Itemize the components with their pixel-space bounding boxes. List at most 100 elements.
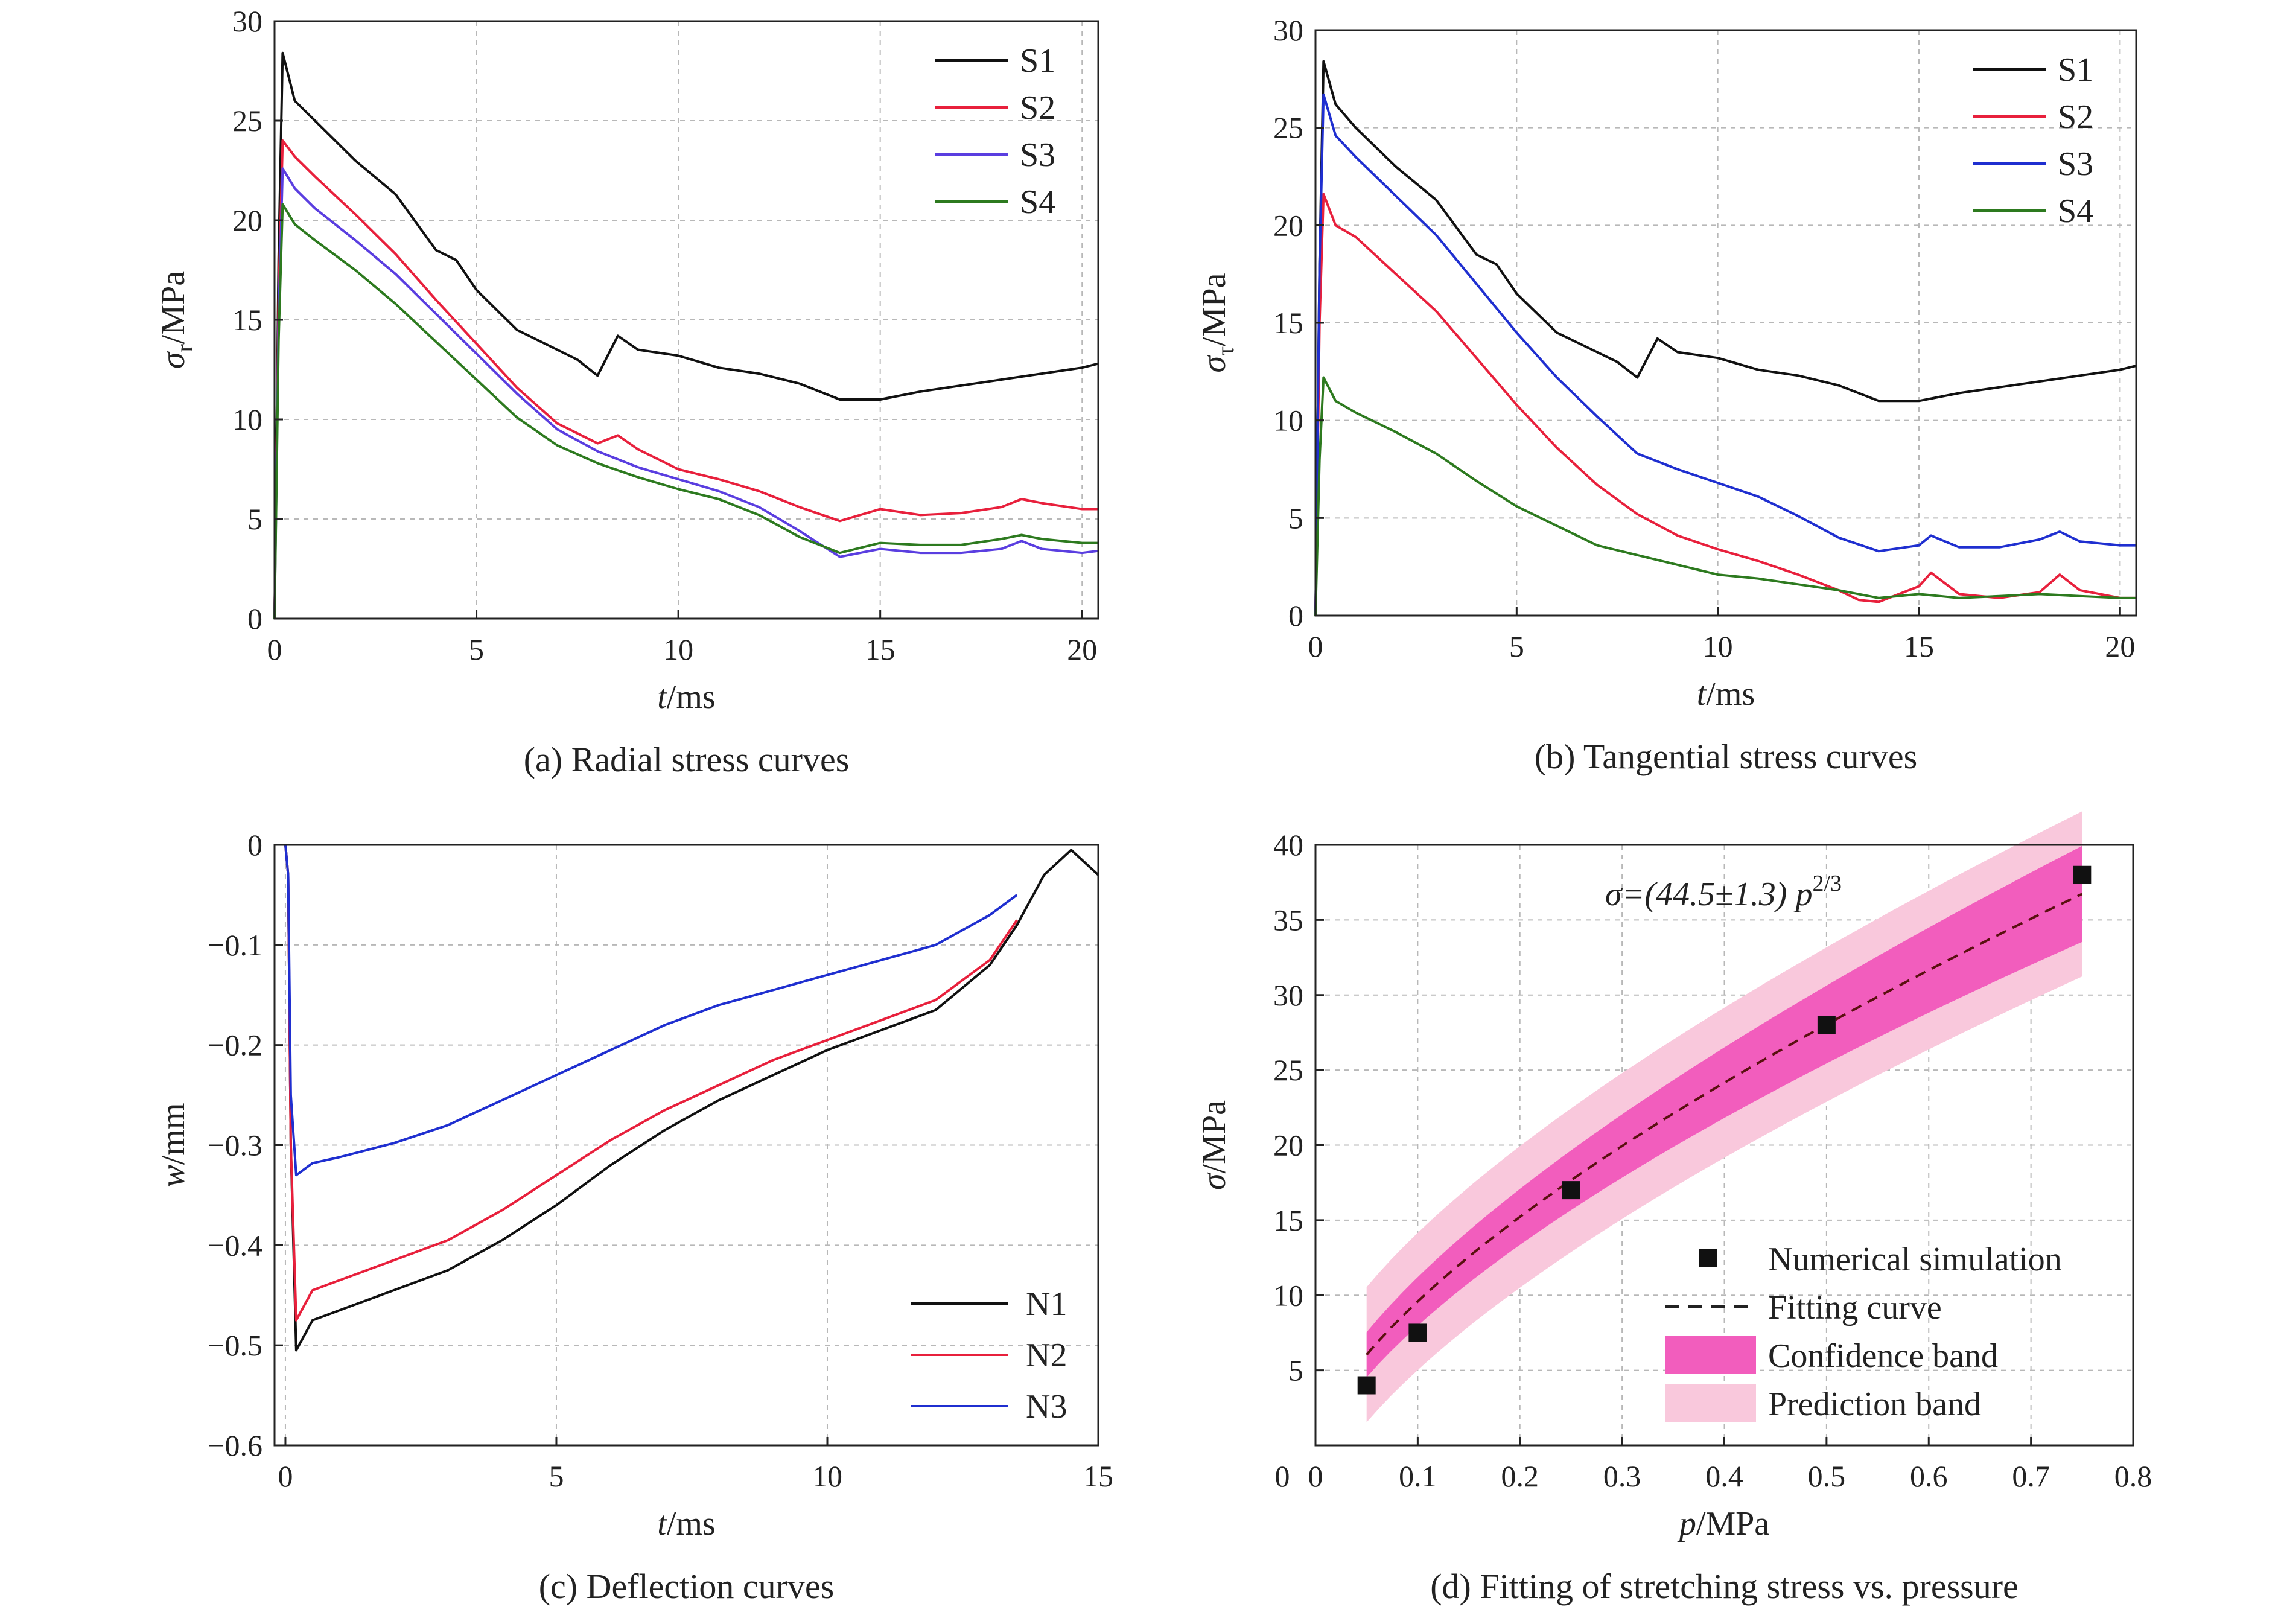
- x-tick-label: 0.2: [1501, 1459, 1539, 1493]
- plot-frame: [273, 20, 1099, 620]
- axis-label-unit: /ms: [667, 1505, 716, 1543]
- y-tick-label: 10: [232, 403, 262, 436]
- legend-marker: [1699, 1249, 1717, 1267]
- x-tick-label: 0.8: [2114, 1459, 2152, 1493]
- series-line-s2: [1314, 193, 2136, 616]
- series-line-s4: [1314, 376, 2136, 616]
- origin-tick-label: 0: [1275, 1459, 1290, 1493]
- axis-label-symbol: p: [1677, 1505, 1696, 1543]
- legend-label: N1: [1026, 1285, 1067, 1323]
- chart-panel-d: 0 0.1 0.2 0.3 0.4 0.5 0.6 0.7 0.8 5 10 15 20 25 30 35 40…: [1273, 811, 2152, 1606]
- series-line-s1: [273, 51, 1099, 619]
- y-tick-label: 15: [1273, 1203, 1303, 1237]
- x-tick-label: 0.3: [1603, 1459, 1641, 1493]
- x-tick-label: 5: [549, 1459, 564, 1493]
- x-tick-label: 10: [663, 632, 693, 666]
- axis-label-subscript: τ: [1212, 346, 1239, 356]
- series-line-n2: [284, 844, 1018, 1322]
- x-tick-label: 5: [469, 632, 484, 666]
- data-point: [1408, 1323, 1427, 1342]
- y-tick-label: 15: [1273, 306, 1303, 340]
- y-tick-label: −0.6: [208, 1428, 262, 1462]
- series-line-s3: [1314, 93, 2136, 616]
- chart-panel-c: 0 5 10 15 0 −0.1 −0.2 −0.3 −0.4 −0.5 −0.6 (c) Defle…: [208, 828, 1113, 1606]
- x-tick-label: 0: [1308, 629, 1323, 663]
- legend-label: S1: [2058, 51, 2093, 89]
- axis-label-symbol: t: [657, 1505, 667, 1543]
- series-line-s2: [273, 139, 1098, 619]
- y-axis-title: w/mm: [154, 1103, 192, 1187]
- x-axis-title: p/MPa: [1677, 1505, 1769, 1543]
- y-tick-label: −0.3: [208, 1129, 262, 1162]
- y-axis-title: στ/MPa: [1195, 273, 1239, 372]
- y-tick-label: 30: [1273, 13, 1303, 47]
- y-tick-label: −0.1: [208, 928, 262, 962]
- y-tick-label: −0.4: [208, 1228, 262, 1262]
- fit-equation: σ=(44.5±1.3) p2/3: [1605, 871, 1842, 913]
- axis-label-unit: /MPa: [1195, 273, 1233, 346]
- x-axis-title: t/ms: [1697, 675, 1755, 713]
- y-tick-label: 15: [232, 303, 262, 337]
- panel-caption: (a) Radial stress curves: [524, 740, 850, 779]
- legend-label: S3: [2058, 145, 2093, 183]
- y-tick-label: 20: [232, 203, 262, 237]
- legend-label: S3: [1020, 136, 1055, 174]
- y-tick-label: 0: [247, 602, 262, 635]
- y-tick-label: 5: [1288, 501, 1303, 535]
- y-tick-label: 0: [1288, 599, 1303, 632]
- x-tick-label: 10: [812, 1459, 842, 1493]
- legend-label: S4: [1020, 183, 1055, 221]
- x-tick-label: 0.6: [1910, 1459, 1948, 1493]
- axis-label-symbol: w: [154, 1165, 192, 1187]
- x-tick-label: 15: [865, 632, 896, 666]
- confidence-band: [1366, 845, 2082, 1378]
- axis-label-symbol: t: [1697, 675, 1707, 713]
- series-line-n1: [284, 844, 1099, 1352]
- series-line-s3: [273, 167, 1099, 619]
- data-point: [1817, 1016, 1836, 1034]
- data-point: [2073, 865, 2092, 884]
- data-point: [1357, 1376, 1376, 1395]
- chart-panel-a: 0 5 10 15 20 0 5 10 15 20 25 30 (a) Radial stress cu…: [232, 4, 1099, 779]
- y-tick-label: 25: [232, 104, 262, 138]
- y-tick-label: 20: [1273, 208, 1303, 242]
- x-tick-label: 5: [1509, 629, 1524, 663]
- y-tick-label: 30: [232, 4, 262, 38]
- x-tick-label: 0.4: [1705, 1459, 1743, 1493]
- axis-label-symbol: σ: [1195, 1172, 1233, 1190]
- x-tick-label: 0: [1308, 1459, 1323, 1493]
- x-tick-label: 10: [1703, 629, 1733, 663]
- axis-label-unit: /ms: [667, 678, 716, 716]
- panel-caption: (c) Deflection curves: [539, 1567, 835, 1606]
- y-tick-label: −0.5: [208, 1328, 262, 1362]
- x-axis-title: t/ms: [657, 1505, 715, 1543]
- axis-label-symbol: t: [657, 678, 667, 716]
- y-tick-label: 25: [1273, 111, 1303, 145]
- y-tick-label: 35: [1273, 903, 1303, 937]
- legend-swatch: [1665, 1336, 1756, 1374]
- x-tick-label: 0.7: [2012, 1459, 2050, 1493]
- axis-label-unit: /mm: [154, 1103, 192, 1165]
- legend-label: Prediction band: [1768, 1386, 1981, 1423]
- fit-equation-var: p: [1793, 876, 1812, 913]
- x-tick-label: 0: [278, 1459, 293, 1493]
- y-tick-label: −0.2: [208, 1028, 262, 1062]
- y-tick-label: 20: [1273, 1129, 1303, 1162]
- y-tick-label: 10: [1273, 1278, 1303, 1312]
- x-tick-label: 0: [267, 632, 282, 666]
- x-axis-title: t/ms: [657, 678, 715, 716]
- x-tick-label: 15: [1083, 1459, 1113, 1493]
- y-axis-title: σ/MPa: [1195, 1100, 1233, 1190]
- legend-label: N2: [1026, 1337, 1067, 1374]
- axis-label-symbol: σ: [154, 351, 192, 369]
- legend-label: Confidence band: [1768, 1337, 1998, 1375]
- y-tick-label: 30: [1273, 978, 1303, 1012]
- series-line-n3: [284, 844, 1018, 1177]
- axis-label-subscript: r: [171, 344, 198, 352]
- y-tick-label: 25: [1273, 1053, 1303, 1087]
- y-axis-title: σr/MPa: [154, 271, 198, 369]
- y-tick-label: 10: [1273, 404, 1303, 438]
- axis-label-unit: /MPa: [1696, 1505, 1769, 1543]
- legend-swatch: [1665, 1384, 1756, 1422]
- y-tick-label: 5: [247, 502, 262, 536]
